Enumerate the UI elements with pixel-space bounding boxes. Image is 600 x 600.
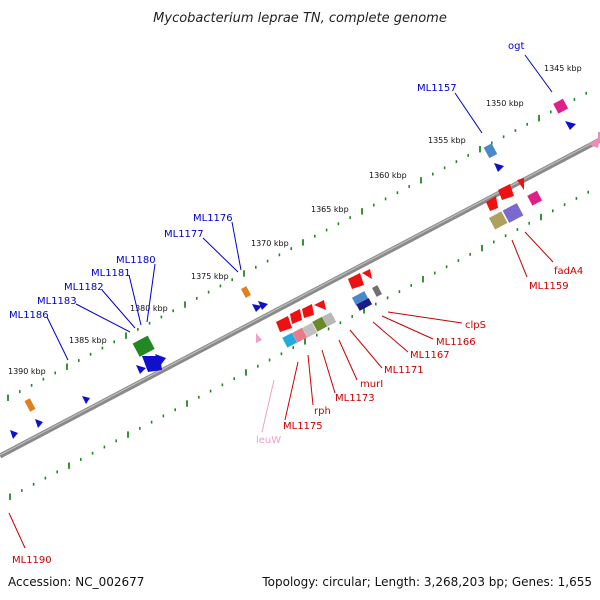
kbp-label-1355: 1355 kbp [428,136,466,145]
gene-label-ml1182: ML1182 [64,282,104,293]
gene-label-ml1171: ML1171 [384,365,424,376]
gene-label-clps: clpS [465,320,486,331]
gene-label-ogt: ogt [508,41,524,52]
forward-leader-lines [46,54,553,361]
gene-label-ml1166: ML1166 [436,337,476,348]
gene-label-ml1159: ML1159 [529,281,569,292]
gene-label-ml1173: ML1173 [335,393,375,404]
kbp-label-1385: 1385 kbp [69,336,107,345]
map-title: Mycobacterium leprae TN, complete genome [153,11,447,26]
gene-label-ml1176: ML1176 [193,213,233,224]
gene-label-muri: murI [360,379,383,390]
forward-gene-glyphs [10,98,576,439]
strand-tick-dots [7,91,590,500]
kbp-label-1350: 1350 kbp [486,99,524,108]
gene-label-ml1157: ML1157 [417,83,457,94]
summary-text: Topology: circular; Length: 3,268,203 bp… [261,575,592,589]
reverse-gene-glyphs [256,132,600,348]
kbp-label-1345: 1345 kbp [544,64,582,73]
gene-label-ml1180: ML1180 [116,255,156,266]
gene-label-ml1190: ML1190 [12,555,52,566]
gene-label-ml1167: ML1167 [410,350,450,361]
accession-text: Accession: NC_002677 [8,575,144,589]
kbp-label-1390: 1390 kbp [8,367,46,376]
kbp-label-1370: 1370 kbp [251,239,289,248]
gene-label-ml1175: ML1175 [283,421,323,432]
gene-label-ml1181: ML1181 [91,268,131,279]
kbp-label-1375: 1375 kbp [191,272,229,281]
gene-label-ml1183: ML1183 [37,296,77,307]
reverse-leader-lines [8,231,554,549]
kbp-label-1365: 1365 kbp [311,205,349,214]
gene-label-ml1186: ML1186 [9,310,49,321]
gene-label-rph: rph [314,406,331,417]
trna-leader-line [261,379,275,433]
gene-label-leuw: leuW [256,435,281,446]
gene-label-ml1177: ML1177 [164,229,204,240]
gene-label-fada4: fadA4 [554,266,583,277]
kbp-label-1360: 1360 kbp [369,171,407,180]
